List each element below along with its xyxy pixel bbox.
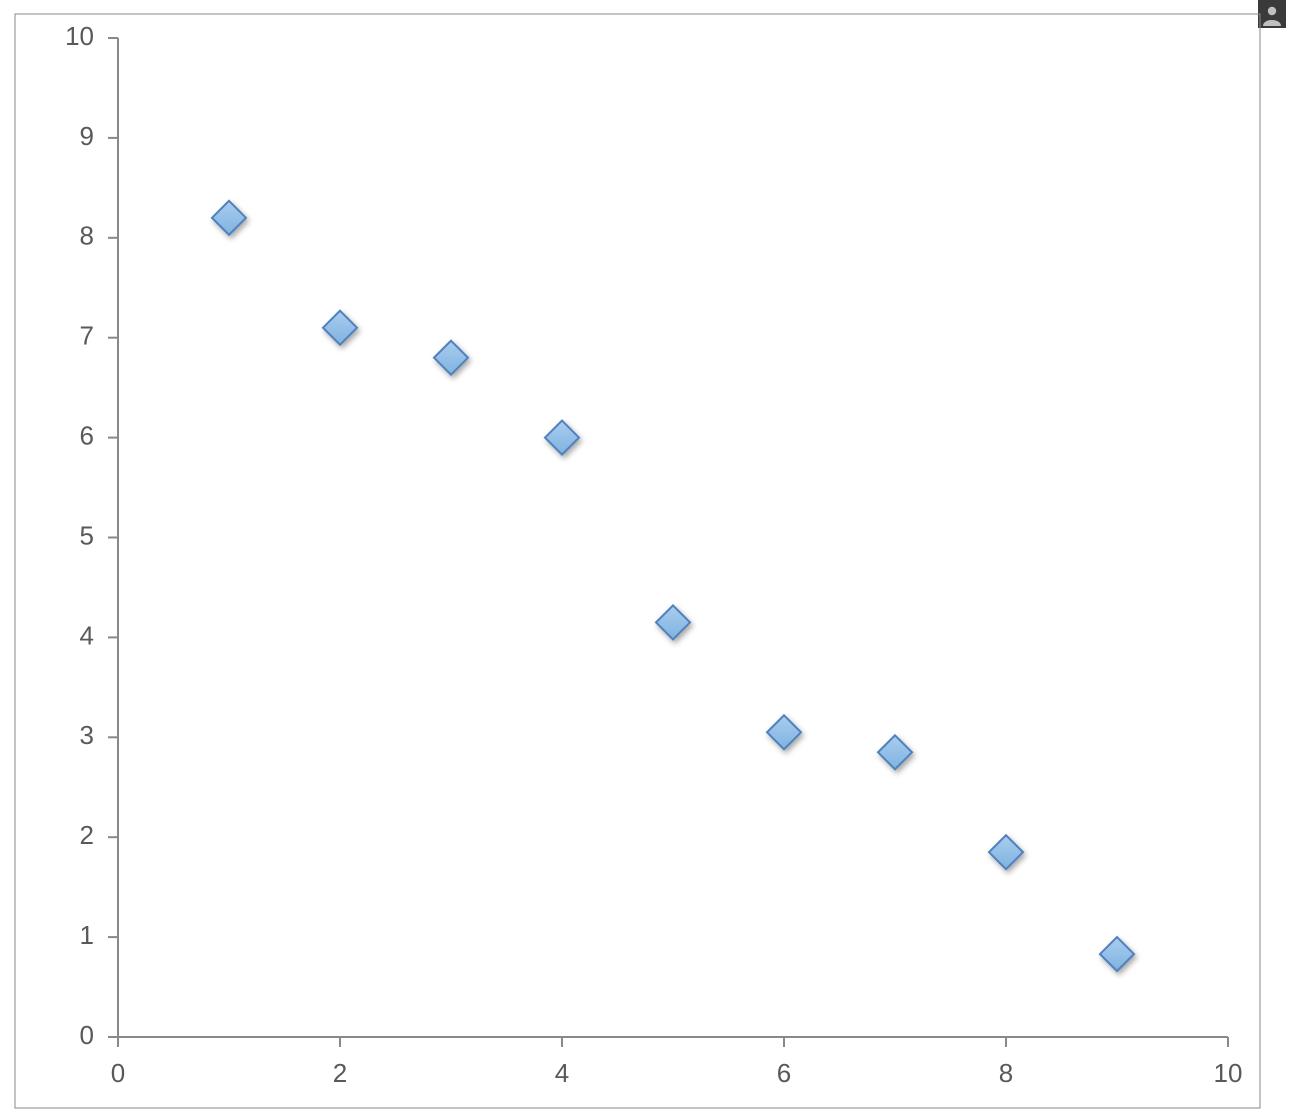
- y-tick-label: 5: [80, 520, 94, 550]
- x-tick-label: 4: [555, 1058, 569, 1088]
- data-point: [1100, 937, 1134, 971]
- data-point: [434, 341, 468, 375]
- scatter-chart: 0 1 2 3 4 5 6 7 8 9 10 0 2 4 6 8 10: [0, 0, 1290, 1116]
- y-tick-label: 6: [80, 420, 94, 450]
- y-tick-label: 0: [80, 1020, 94, 1050]
- x-tick-label: 8: [999, 1058, 1013, 1088]
- data-point: [656, 605, 690, 639]
- x-tick-label: 2: [333, 1058, 347, 1088]
- x-tick-label: 6: [777, 1058, 791, 1088]
- chart-border: [15, 14, 1260, 1108]
- x-tick-label: 0: [111, 1058, 125, 1088]
- data-point: [989, 835, 1023, 869]
- y-tick-label: 9: [80, 121, 94, 151]
- data-point: [545, 421, 579, 455]
- y-tick-label: 10: [65, 21, 94, 51]
- chart-container: 0 1 2 3 4 5 6 7 8 9 10 0 2 4 6 8 10: [0, 0, 1290, 1116]
- data-point: [767, 715, 801, 749]
- y-tick-label: 4: [80, 620, 94, 650]
- x-tick-label: 10: [1214, 1058, 1243, 1088]
- y-tick-label: 3: [80, 720, 94, 750]
- y-tick-label: 2: [80, 820, 94, 850]
- y-tick-label: 1: [80, 920, 94, 950]
- data-point: [323, 311, 357, 345]
- data-point: [878, 735, 912, 769]
- y-tick-label: 7: [80, 321, 94, 351]
- y-tick-label: 8: [80, 221, 94, 251]
- data-point: [212, 201, 246, 235]
